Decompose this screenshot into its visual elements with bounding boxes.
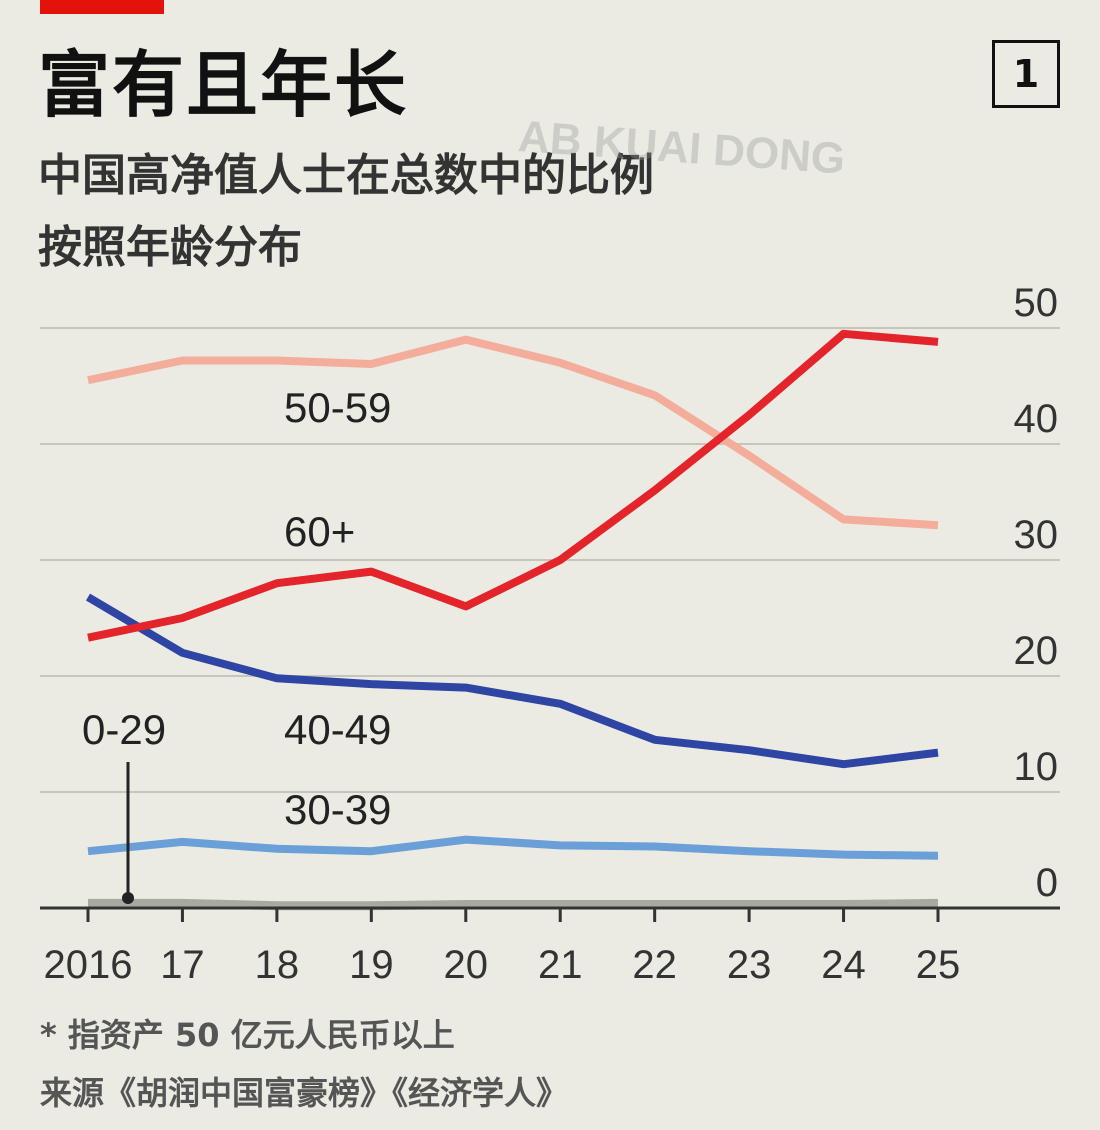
series-line-50-59 [87,335,939,530]
x-tick-label-25: 25 [916,943,961,987]
brand-red-tab [40,0,164,14]
series-label-50-59: 50-59 [284,384,391,431]
series-line-40-49 [85,593,939,769]
x-tick-label-17: 17 [160,943,205,987]
series-label-60+: 60+ [284,508,355,555]
x-tick-label-18: 18 [255,943,300,987]
y-tick-label-0: 0 [1036,861,1058,905]
x-tick-label-19: 19 [349,943,394,987]
x-tick-label-20: 20 [444,943,489,987]
footnote: * 指资产 50 亿元人民币以上 [40,1016,455,1054]
y-tick-label-20: 20 [1014,629,1059,673]
x-tick-label-21: 21 [538,943,583,987]
series-line-30-39 [87,835,939,860]
y-tick-label-40: 40 [1014,397,1059,441]
chart-subtitle-line1: 中国高净值人士在总数中的比例 [38,150,654,201]
chart-title: 富有且年长 [38,43,409,127]
chart-subtitle-line2: 按照年龄分布 [38,222,302,273]
series-line-0-29 [88,898,939,911]
chart-number-badge: 1 [992,40,1060,108]
series-label-40-49: 40-49 [284,706,391,753]
series-label-0-29: 0-29 [82,706,166,753]
y-tick-label-50: 50 [1014,281,1059,325]
line-chart: 0 10 20 30 40 50 2016 17 18 19 20 21 22 23 24 25 50-59 60… [40,281,1060,987]
y-tick-label-10: 10 [1014,745,1059,789]
x-tick-label-23: 23 [727,943,772,987]
series-line-60+ [87,329,939,642]
source-note: 来源《胡润中国富豪榜》《经济学人》 [40,1074,569,1112]
x-tick-label-22: 22 [632,943,677,987]
series-label-30-39: 30-39 [284,786,391,833]
y-tick-label-30: 30 [1014,513,1059,557]
leader-dot-0-29 [122,892,134,904]
x-tick-label-2016: 2016 [44,943,133,987]
x-tick-label-24: 24 [821,943,866,987]
